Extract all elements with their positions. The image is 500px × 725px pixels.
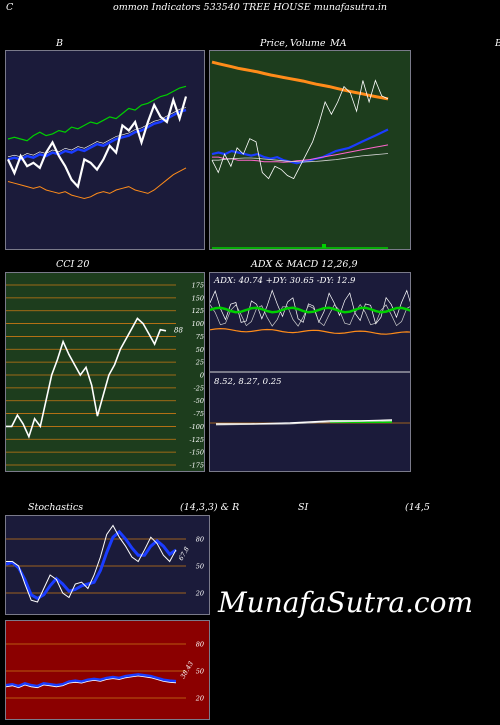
rsi-signal-line <box>6 675 177 689</box>
price-ma-gray-line <box>212 153 389 163</box>
rsi-params-label: (14,5 <box>405 502 430 513</box>
cci-tick-label: -100 <box>189 423 204 431</box>
cci-label: CCI 20 <box>56 259 90 270</box>
chart-title: ommon Indicators 533540 TREE HOUSE munaf… <box>112 2 388 13</box>
cci-tick-label: 50 <box>196 346 204 354</box>
cci-panel: 175 150 125 100 75 50 25 0 -25 -50 -75 -100 -125 -150… <box>5 272 205 472</box>
bb-chart <box>7 85 188 200</box>
price-panel <box>209 50 411 250</box>
adx-chart <box>210 289 410 335</box>
price-close-line <box>211 79 389 180</box>
rsi-tick-label: 50 <box>196 668 204 676</box>
cci-tick-label: -175 <box>189 462 204 470</box>
bb-middle-band <box>7 108 187 161</box>
bb-panel <box>5 50 205 250</box>
rsi-tick-label: 20 <box>195 695 204 703</box>
left-letter: C <box>6 2 14 13</box>
stoch-d-line <box>6 529 177 601</box>
price-ma-long-line <box>211 60 389 101</box>
cci-line <box>6 317 167 439</box>
cci-tick-label: 175 <box>192 282 204 290</box>
stoch-label: Stochastics <box>28 502 84 513</box>
rsi-tick-label: 80 <box>196 641 204 649</box>
stoch-panel: 80 50 20 67.8 <box>5 515 210 615</box>
macd-values: 8.52, 8.27, 0.25 <box>214 377 282 387</box>
bb-middle-band-edge <box>7 107 187 158</box>
price-label: Price, <box>260 38 288 49</box>
macd-chart <box>210 419 410 426</box>
cci-tick-label: 125 <box>192 307 204 315</box>
bb-label: B <box>56 38 63 49</box>
adx-panel: ADX: 40.74 +DY: 30.65 -DY: 12.9 <box>209 272 411 372</box>
stoch-tick-label: 50 <box>196 563 204 571</box>
volume-label: Volume <box>290 38 326 49</box>
cci-tick-label: 100 <box>192 320 204 328</box>
adx-values: ADX: 40.74 +DY: 30.65 -DY: 12.9 <box>214 276 356 286</box>
macd-signal-line <box>215 420 393 426</box>
adx-plus-di-line <box>210 289 410 325</box>
rsi-chart: 80 50 20 38.43 <box>6 641 204 703</box>
right-edge-label: B <box>495 38 500 49</box>
price-ma-blue-line <box>211 128 389 165</box>
price-chart <box>211 60 389 249</box>
stoch-chart: 80 50 20 67.8 <box>6 524 204 603</box>
price-ma-pink-line <box>212 144 389 163</box>
cci-tick-label: -125 <box>189 436 204 444</box>
bb-upper-band <box>7 85 187 142</box>
cci-tick-label: -75 <box>194 410 204 418</box>
macd-panel: 8.52, 8.27, 0.25 <box>209 372 411 472</box>
cci-tick-label: 0 <box>200 372 204 380</box>
bb-price-line <box>7 96 188 189</box>
watermark: MunafaSutra.com <box>218 586 474 619</box>
rsi-panel: 80 50 20 38.43 <box>5 620 210 720</box>
adx-minus-di-line <box>210 303 410 327</box>
rsi-label: SI <box>298 502 309 513</box>
rsi-line <box>6 673 177 688</box>
bb-lower-band <box>7 167 187 200</box>
cci-tick-label: 150 <box>192 294 204 302</box>
ma-label: MA <box>330 38 347 49</box>
stoch-end-value: 67.8 <box>177 545 191 562</box>
volume-bar <box>322 244 326 248</box>
rsi-end-value: 38.43 <box>179 660 195 680</box>
macd-line <box>216 419 393 425</box>
cci-chart: 175 150 125 100 75 50 25 0 -25 -50 -75 -100 -125 -150… <box>6 282 204 470</box>
cci-tick-label: -25 <box>194 384 204 392</box>
stoch-tick-label: 20 <box>195 590 204 598</box>
cci-tick-label: 75 <box>196 333 204 341</box>
stoch-params-label: (14,3,3) & R <box>180 502 240 513</box>
stoch-tick-label: 80 <box>196 536 204 544</box>
adx-line <box>210 306 410 314</box>
cci-tick-label: -50 <box>194 397 204 405</box>
cci-tick-label: 25 <box>195 359 204 367</box>
stoch-k-line <box>6 524 177 603</box>
adx-line-orange <box>210 327 410 335</box>
cci-end-value: 88 <box>174 327 183 335</box>
adx-macd-label: ADX & MACD 12,26,9 <box>251 259 358 270</box>
cci-tick-label: -150 <box>189 449 204 457</box>
